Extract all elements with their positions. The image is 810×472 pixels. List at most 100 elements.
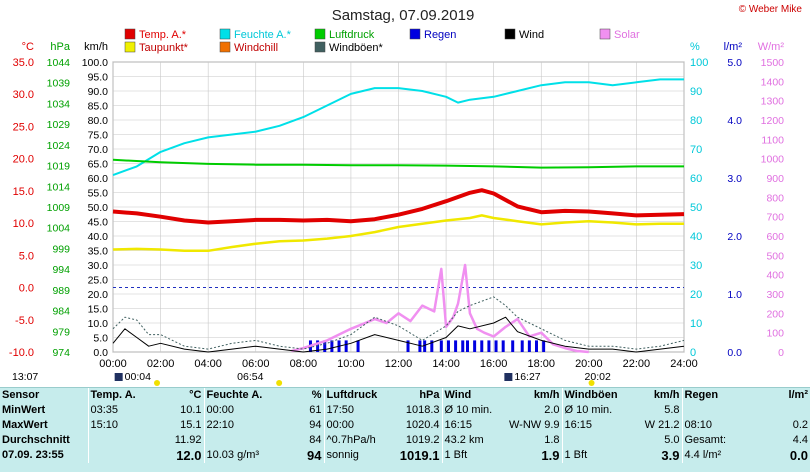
- stats-cell: 03:35: [87, 403, 148, 418]
- stats-cell: 1 Bft: [561, 448, 624, 463]
- wind-axis-tick: 65.0: [88, 159, 109, 171]
- rain-bar: [501, 340, 505, 352]
- stats-cell: 94: [307, 448, 322, 463]
- pressure-axis-tick: 1039: [47, 78, 71, 90]
- stats-cell: 1020.4: [405, 419, 440, 431]
- stats-cell: 1019.1: [399, 448, 440, 463]
- rain-bar: [406, 340, 410, 352]
- rain-axis-tick: 1.0: [727, 289, 742, 301]
- stats-cell: km/h: [653, 389, 680, 401]
- wind-axis-tick: 15.0: [88, 304, 109, 316]
- legend-swatch: [504, 28, 516, 40]
- statistics-table: Sensor Temp. A. °C Feuchte A.% Luftdruck hPa W…: [0, 387, 810, 472]
- solar-axis-tick: 200: [766, 308, 784, 320]
- stats-cell: l/m²: [788, 389, 808, 401]
- stats-cell: 1019.2: [405, 434, 440, 446]
- temp-axis-tick: 35.0: [13, 57, 34, 69]
- solar-axis-tick: 400: [766, 270, 784, 282]
- stats-cell: Wind: [441, 388, 504, 403]
- legend-swatch: [314, 41, 326, 53]
- rain-bar: [480, 340, 484, 352]
- legend-label: Taupunkt*: [139, 42, 189, 54]
- legend-label: Feuchte A.*: [234, 29, 292, 41]
- stats-cell: W 21.2: [644, 419, 680, 431]
- legend-label: Wind: [519, 29, 544, 41]
- solar-axis-tick: 700: [766, 212, 784, 224]
- x-tick-label: 04:00: [194, 358, 222, 370]
- stats-cell: 4.4: [792, 434, 808, 446]
- stats-cell: 16:15: [441, 418, 504, 433]
- stats-cell: 1.8: [544, 434, 560, 446]
- stats-cell: sonnig: [323, 448, 390, 463]
- stats-cell: [754, 403, 810, 418]
- rain-bar: [423, 340, 427, 352]
- stats-cell: [681, 403, 754, 418]
- sun-icon: [588, 380, 595, 386]
- stats-cell: [87, 433, 148, 448]
- temp-axis-tick: 5.0: [19, 250, 34, 262]
- temp-axis-tick: 20.0: [13, 154, 34, 166]
- series-line-feuchte-a: [112, 78, 684, 177]
- stats-cell: 15:10: [87, 418, 148, 433]
- stats-cell: 12.0: [176, 448, 202, 463]
- humidity-axis-tick: 90: [690, 86, 702, 98]
- pressure-axis-tick: 1019: [47, 161, 71, 173]
- stats-cell: [561, 433, 624, 448]
- stats-cell: 1 Bft: [441, 448, 504, 463]
- stats-cell: 00:00: [323, 418, 390, 433]
- stats-cell: 07.09. 23:55: [2, 449, 64, 461]
- temp-axis-tick: 25.0: [13, 121, 34, 133]
- solar-axis-tick: 900: [766, 173, 784, 185]
- humidity-axis-tick: 40: [690, 231, 702, 243]
- rain-axis-tick: 2.0: [727, 231, 742, 243]
- rain-bar: [473, 340, 477, 352]
- stats-cell: 2.0: [544, 404, 560, 416]
- humidity-axis-tick: 10: [690, 318, 702, 330]
- axes: °C 35.0 30.0 25.0 20.0 15.0 10.0 5.0 0.0 -5.0 -10.…: [9, 41, 784, 370]
- solar-axis-tick: 600: [766, 231, 784, 243]
- wind-axis-tick: 25.0: [88, 275, 109, 287]
- legend-label: Solar: [614, 29, 640, 41]
- temp-axis-tick: 10.0: [13, 218, 34, 230]
- pressure-axis-tick: 1034: [47, 98, 71, 110]
- pressure-axis-tick: 1044: [47, 57, 71, 69]
- stats-cell: 84: [309, 434, 322, 446]
- stats-cell: 1.9: [541, 448, 560, 463]
- humidity-axis-tick: 30: [690, 260, 702, 272]
- time-markers: 13:07 00:04 06:54 16:27 20:02: [12, 371, 611, 386]
- stats-cell: Feuchte A.: [203, 388, 284, 403]
- stats-cell: %: [311, 389, 322, 401]
- stats-cell: Windböen: [561, 388, 624, 403]
- stats-cell: MinWert: [2, 404, 46, 416]
- solar-axis-tick: 1000: [761, 154, 785, 166]
- pressure-axis-tick: 1014: [47, 181, 71, 193]
- pressure-axis-tick: 974: [52, 347, 70, 359]
- x-tick-label: 20:00: [575, 358, 603, 370]
- pressure-axis-tick: 984: [52, 306, 70, 318]
- solar-axis-tick: 1300: [761, 96, 785, 108]
- stats-cell: 1018.3: [405, 404, 440, 416]
- solar-axis-tick: 1400: [761, 76, 785, 88]
- pressure-axis-tick: 989: [52, 285, 70, 297]
- humidity-axis-tick: 80: [690, 115, 702, 127]
- wind-axis-tick: 60.0: [88, 173, 109, 185]
- stats-cell: Luftdruck: [323, 388, 390, 403]
- pressure-axis-tick: 994: [52, 264, 70, 276]
- series-line-windb-en: [112, 296, 685, 350]
- row-max: MaxWert 15:10 15.1 22:10 94 00:00 1020.4 16:15 W…: [0, 418, 810, 433]
- rain-bar: [430, 340, 434, 352]
- wind-axis-tick: 100.0: [82, 57, 108, 69]
- legend-label: Temp. A.*: [139, 29, 187, 41]
- wind-axis-tick: 95.0: [88, 72, 109, 84]
- legend-swatch: [219, 28, 231, 40]
- rain-bar: [511, 340, 515, 352]
- temp-axis-tick: 15.0: [13, 186, 34, 198]
- wind-axis-tick: 55.0: [88, 188, 109, 200]
- stats-cell: [203, 433, 284, 448]
- stats-cell: 0.2: [792, 419, 808, 431]
- x-tick-label: 24:00: [670, 358, 698, 370]
- rain-axis-tick: 3.0: [727, 173, 742, 185]
- copyright-label: © Weber Mike: [738, 4, 802, 15]
- stats-cell: hPa: [419, 389, 440, 401]
- temp-axis-tick: 0.0: [19, 283, 34, 295]
